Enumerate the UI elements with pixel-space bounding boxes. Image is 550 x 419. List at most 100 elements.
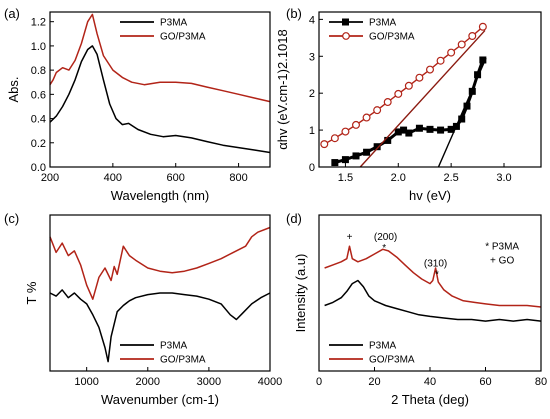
legend-label: GO/P3MA	[160, 355, 206, 366]
annotation: (200)	[374, 232, 397, 243]
y-axis-label: Abs.	[6, 76, 21, 102]
panel-label: (a)	[4, 6, 20, 21]
series-line-1	[49, 13, 271, 103]
data-point	[363, 148, 371, 156]
data-point	[400, 126, 408, 134]
fit-line-0	[437, 57, 487, 168]
data-point	[479, 56, 487, 64]
legend-label: GO/P3MA	[369, 32, 415, 43]
y-axis-label: Intensity (a.u)	[293, 254, 308, 333]
plot-frame	[49, 11, 271, 168]
x-tick-label: 3000	[197, 376, 221, 388]
panel-label: (b)	[286, 6, 302, 21]
data-point	[437, 126, 445, 134]
x-axis-label: hv (eV)	[409, 188, 451, 203]
x-tick-label: 1.5	[338, 172, 353, 184]
data-point	[447, 48, 456, 57]
data-point	[415, 73, 424, 82]
panel-label: (c)	[4, 211, 19, 226]
data-point	[330, 134, 339, 143]
plot-frame	[49, 214, 271, 372]
legend-marker	[342, 18, 349, 26]
panel-a: (a) 200 400 600 800 0.0 0.2 0.4 0.6 0.8 1.0 1.2 Wave…	[4, 6, 271, 203]
legend-label: P3MA	[160, 18, 188, 29]
series-line-1	[323, 26, 484, 145]
y-tick-label: 0	[309, 162, 315, 174]
data-point	[426, 125, 434, 133]
y-tick-label: 2	[309, 88, 315, 100]
fit-line-1	[359, 29, 486, 168]
x-tick-label: 2.5	[443, 172, 458, 184]
panel-b: (b) 1.5 2.0 2.5 3.0 0 1 2 3 4 hv (eV) αhv (eV.cm-1)…	[275, 6, 542, 203]
data-point	[468, 31, 477, 40]
legend-label: P3MA	[160, 341, 188, 352]
legend-label: GO/P3MA	[160, 32, 206, 43]
data-point	[341, 156, 349, 164]
annotation: *	[382, 243, 386, 254]
data-point	[426, 65, 435, 74]
data-point	[394, 128, 402, 136]
x-axis-label: Wavelength (nm)	[111, 188, 210, 203]
data-point	[384, 136, 392, 144]
data-point	[331, 159, 339, 167]
annotation: +	[347, 232, 353, 243]
data-point	[320, 140, 329, 149]
x-tick-label: 600	[167, 172, 185, 184]
data-point	[383, 98, 392, 107]
data-point	[362, 113, 371, 122]
data-point	[468, 87, 476, 95]
x-axis-label: 2 Theta (deg)	[391, 392, 469, 407]
x-tick-label: 80	[535, 376, 547, 388]
data-point	[352, 120, 361, 129]
annotation: * P3MA	[485, 241, 519, 252]
y-tick-label: 4	[309, 14, 315, 26]
data-point	[436, 56, 445, 65]
data-point	[458, 115, 466, 123]
x-tick-label: 2.0	[391, 172, 406, 184]
y-tick-label: 1.2	[31, 17, 46, 29]
y-tick-label: 1.0	[31, 41, 46, 53]
data-point	[373, 106, 382, 115]
y-tick-label: 0.0	[31, 162, 46, 174]
x-tick-label: 40	[424, 376, 436, 388]
data-point	[463, 102, 471, 110]
x-tick-label: 20	[368, 376, 380, 388]
y-tick-label: 1	[309, 125, 315, 137]
data-point	[341, 127, 350, 136]
plot-frame	[318, 11, 542, 168]
y-tick-label: 0.6	[31, 89, 46, 101]
x-tick-label: 400	[104, 172, 122, 184]
x-tick-label: 3.0	[496, 172, 511, 184]
x-axis-label: Wavenumber (cm-1)	[101, 392, 219, 407]
data-point	[373, 143, 381, 151]
x-tick-label: 0	[316, 376, 322, 388]
x-tick-label: 800	[229, 172, 247, 184]
panel-c: (c) 1000 2000 3000 4000 Wavenumber (cm-1) T % P…	[4, 211, 282, 407]
data-point	[457, 40, 466, 49]
y-tick-label: 3	[309, 51, 315, 63]
data-point	[404, 81, 413, 90]
annotation: + GO	[490, 255, 514, 266]
x-tick-label: 200	[41, 172, 59, 184]
legend-label: P3MA	[369, 18, 397, 29]
x-tick-label: 60	[479, 376, 491, 388]
data-point	[394, 89, 403, 98]
y-tick-label: 0.2	[31, 138, 46, 150]
series-line-1	[49, 226, 271, 300]
legend-label: P3MA	[369, 341, 397, 352]
y-tick-label: 0.8	[31, 65, 46, 77]
data-point	[447, 125, 455, 133]
x-tick-label: 4000	[258, 376, 282, 388]
data-point	[415, 124, 423, 132]
series-line-1	[324, 245, 542, 308]
data-point	[474, 71, 482, 79]
data-point	[478, 22, 487, 31]
x-tick-label: 1000	[74, 376, 98, 388]
legend-label: GO/P3MA	[369, 355, 415, 366]
annotation: *	[435, 269, 439, 280]
panel-d: (d) 0 20 40 60 80 2 Theta (deg) Intensity (a.u)…	[286, 211, 547, 407]
data-point	[352, 152, 360, 160]
series-line-0	[49, 45, 271, 154]
legend-marker	[342, 32, 350, 40]
